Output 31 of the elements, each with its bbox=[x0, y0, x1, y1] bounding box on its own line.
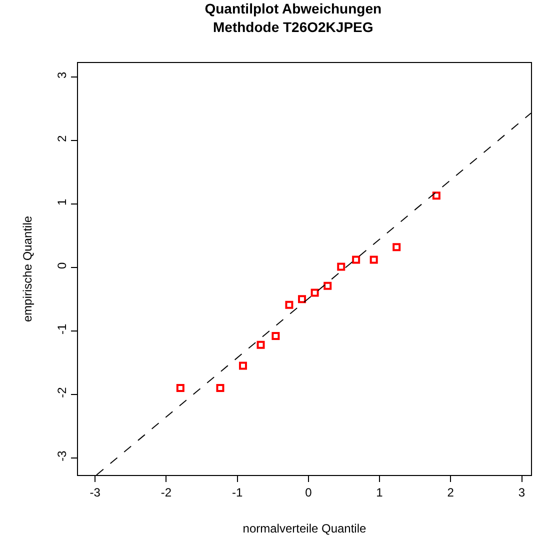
y-axis-title: empirische Quantile bbox=[20, 216, 34, 322]
y-tick-label: 2 bbox=[55, 134, 70, 142]
y-tick-label: 3 bbox=[55, 72, 70, 79]
point bbox=[392, 243, 401, 252]
point bbox=[324, 282, 332, 290]
y-tick-label: -2 bbox=[55, 386, 70, 398]
point bbox=[176, 384, 184, 392]
point bbox=[272, 332, 280, 340]
x-axis-title: normalverteile Quantile bbox=[242, 521, 367, 536]
x-tick-label: -2 bbox=[160, 485, 172, 500]
x-tick-label: 3 bbox=[518, 485, 526, 500]
y-tick-label: -1 bbox=[55, 323, 70, 334]
point bbox=[285, 300, 294, 309]
chart-title: Quantilplot Abweichungen Methdode T26O2KJPEG bbox=[204, 0, 382, 35]
point bbox=[298, 295, 306, 304]
point bbox=[310, 288, 319, 297]
x-tick-label: 1 bbox=[376, 485, 384, 500]
y-tick-label: 1 bbox=[55, 198, 70, 206]
point bbox=[370, 256, 378, 264]
point bbox=[337, 262, 346, 271]
point bbox=[256, 340, 265, 349]
point bbox=[352, 256, 360, 264]
x-tick-label: 2 bbox=[447, 485, 454, 500]
point bbox=[216, 384, 224, 392]
x-tick-label: -3 bbox=[90, 485, 101, 500]
point bbox=[238, 362, 247, 370]
x-tick-label: 0 bbox=[305, 485, 312, 500]
point bbox=[432, 192, 440, 200]
y-tick-label: 0 bbox=[55, 262, 70, 269]
x-tick-label: -1 bbox=[232, 485, 243, 500]
y-tick-label: -3 bbox=[55, 450, 70, 462]
